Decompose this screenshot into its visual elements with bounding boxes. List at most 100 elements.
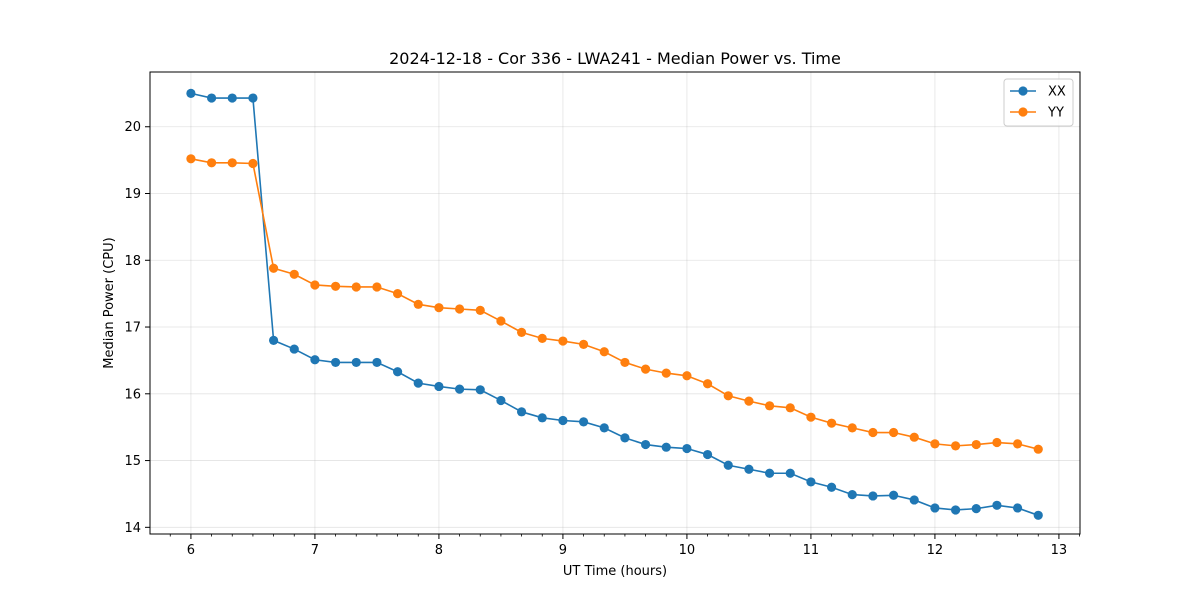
- data-point-yy: [682, 371, 692, 381]
- data-point-yy: [289, 269, 299, 279]
- y-tick-label: 20: [124, 120, 141, 135]
- legend: XX YY: [1003, 78, 1074, 127]
- x-axis-label: UT Time (hours): [563, 564, 667, 579]
- series-yy: [186, 154, 1043, 454]
- data-point-xx: [227, 93, 237, 103]
- data-point-yy: [640, 364, 651, 374]
- data-point-yy: [702, 379, 713, 389]
- grid: [150, 72, 1080, 534]
- data-point-xx: [578, 417, 589, 427]
- data-point-xx: [248, 93, 258, 103]
- data-point-xx: [186, 88, 196, 98]
- data-point-yy: [537, 333, 547, 343]
- data-point-yy: [723, 391, 733, 401]
- data-point-xx: [682, 443, 692, 454]
- legend-label: YY: [1047, 106, 1064, 121]
- data-point-xx: [392, 367, 403, 377]
- data-point-yy: [330, 281, 341, 291]
- data-point-xx: [1033, 510, 1043, 520]
- legend-marker: [1018, 86, 1028, 96]
- data-point-xx: [661, 442, 671, 452]
- y-tick-label: 19: [124, 187, 141, 202]
- data-point-xx: [950, 505, 961, 515]
- x-tick-label: 6: [187, 543, 195, 558]
- data-point-yy: [1012, 439, 1023, 449]
- data-point-xx: [372, 357, 382, 368]
- data-point-xx: [1012, 503, 1023, 513]
- x-tick-label: 8: [435, 543, 443, 558]
- data-point-yy: [248, 158, 258, 169]
- x-tick-label: 13: [1051, 543, 1068, 558]
- data-point-yy: [785, 403, 795, 413]
- data-point-xx: [516, 407, 527, 417]
- data-point-yy: [392, 289, 403, 299]
- data-point-xx: [930, 503, 940, 513]
- data-point-yy: [806, 412, 816, 422]
- data-point-yy: [764, 401, 775, 411]
- data-point-xx: [868, 491, 878, 501]
- data-point-xx: [971, 504, 981, 514]
- data-point-yy: [578, 339, 589, 349]
- data-point-yy: [847, 423, 857, 433]
- data-point-xx: [537, 413, 547, 423]
- data-point-yy: [413, 299, 423, 309]
- data-point-yy: [661, 368, 671, 378]
- data-point-yy: [434, 303, 444, 313]
- data-point-yy: [868, 427, 878, 438]
- legend-entry-xx: XX: [1010, 85, 1066, 100]
- x-tick-label: 12: [927, 543, 944, 558]
- data-point-xx: [475, 385, 485, 395]
- data-point-xx: [413, 378, 423, 388]
- data-point-yy: [558, 336, 568, 346]
- series-layer: [186, 88, 1043, 520]
- data-point-yy: [475, 305, 485, 315]
- data-point-xx: [330, 357, 341, 368]
- legend-marker: [1018, 107, 1028, 117]
- data-point-yy: [888, 427, 899, 438]
- data-point-xx: [434, 381, 444, 392]
- data-point-yy: [186, 154, 196, 164]
- data-point-xx: [764, 468, 775, 478]
- data-point-yy: [310, 280, 320, 290]
- plot-frame: [149, 71, 1081, 535]
- x-tick-label: 7: [311, 543, 319, 558]
- y-tick-label: 16: [124, 387, 141, 402]
- data-point-xx: [268, 335, 279, 345]
- y-tick-label: 18: [124, 254, 141, 269]
- data-point-yy: [992, 437, 1002, 448]
- y-tick-label: 15: [124, 454, 141, 469]
- data-point-yy: [227, 158, 237, 168]
- data-point-xx: [454, 384, 465, 394]
- data-point-xx: [992, 500, 1002, 510]
- data-point-yy: [826, 418, 837, 428]
- y-axis-label: Median Power (CPU): [102, 237, 117, 368]
- data-point-yy: [950, 441, 961, 451]
- data-point-xx: [723, 460, 733, 470]
- data-point-yy: [744, 396, 754, 406]
- x-tick-label: 9: [559, 543, 567, 558]
- data-point-xx: [289, 344, 299, 354]
- axes: 6 7 8 9 10 11 12 13 14 15 16 17 18 19 20: [124, 120, 1080, 558]
- data-point-yy: [930, 439, 940, 449]
- data-point-xx: [785, 468, 795, 478]
- data-point-xx: [847, 490, 857, 500]
- legend-label: XX: [1048, 85, 1066, 100]
- x-tick-label: 11: [803, 543, 820, 558]
- data-point-yy: [372, 282, 382, 292]
- data-point-xx: [206, 93, 217, 103]
- data-point-xx: [558, 415, 568, 426]
- data-point-yy: [1033, 444, 1043, 454]
- y-tick-label: 14: [124, 521, 141, 536]
- data-point-yy: [351, 282, 361, 292]
- data-point-yy: [516, 327, 527, 337]
- data-point-yy: [206, 158, 217, 168]
- data-point-xx: [496, 395, 506, 406]
- chart-title: 2024-12-18 - Cor 336 - LWA241 - Median P…: [389, 49, 841, 68]
- data-point-yy: [268, 263, 279, 273]
- series-xx: [186, 88, 1043, 520]
- data-point-xx: [806, 477, 816, 487]
- x-tick-label: 10: [679, 543, 696, 558]
- data-point-xx: [909, 495, 919, 505]
- data-point-xx: [620, 433, 630, 443]
